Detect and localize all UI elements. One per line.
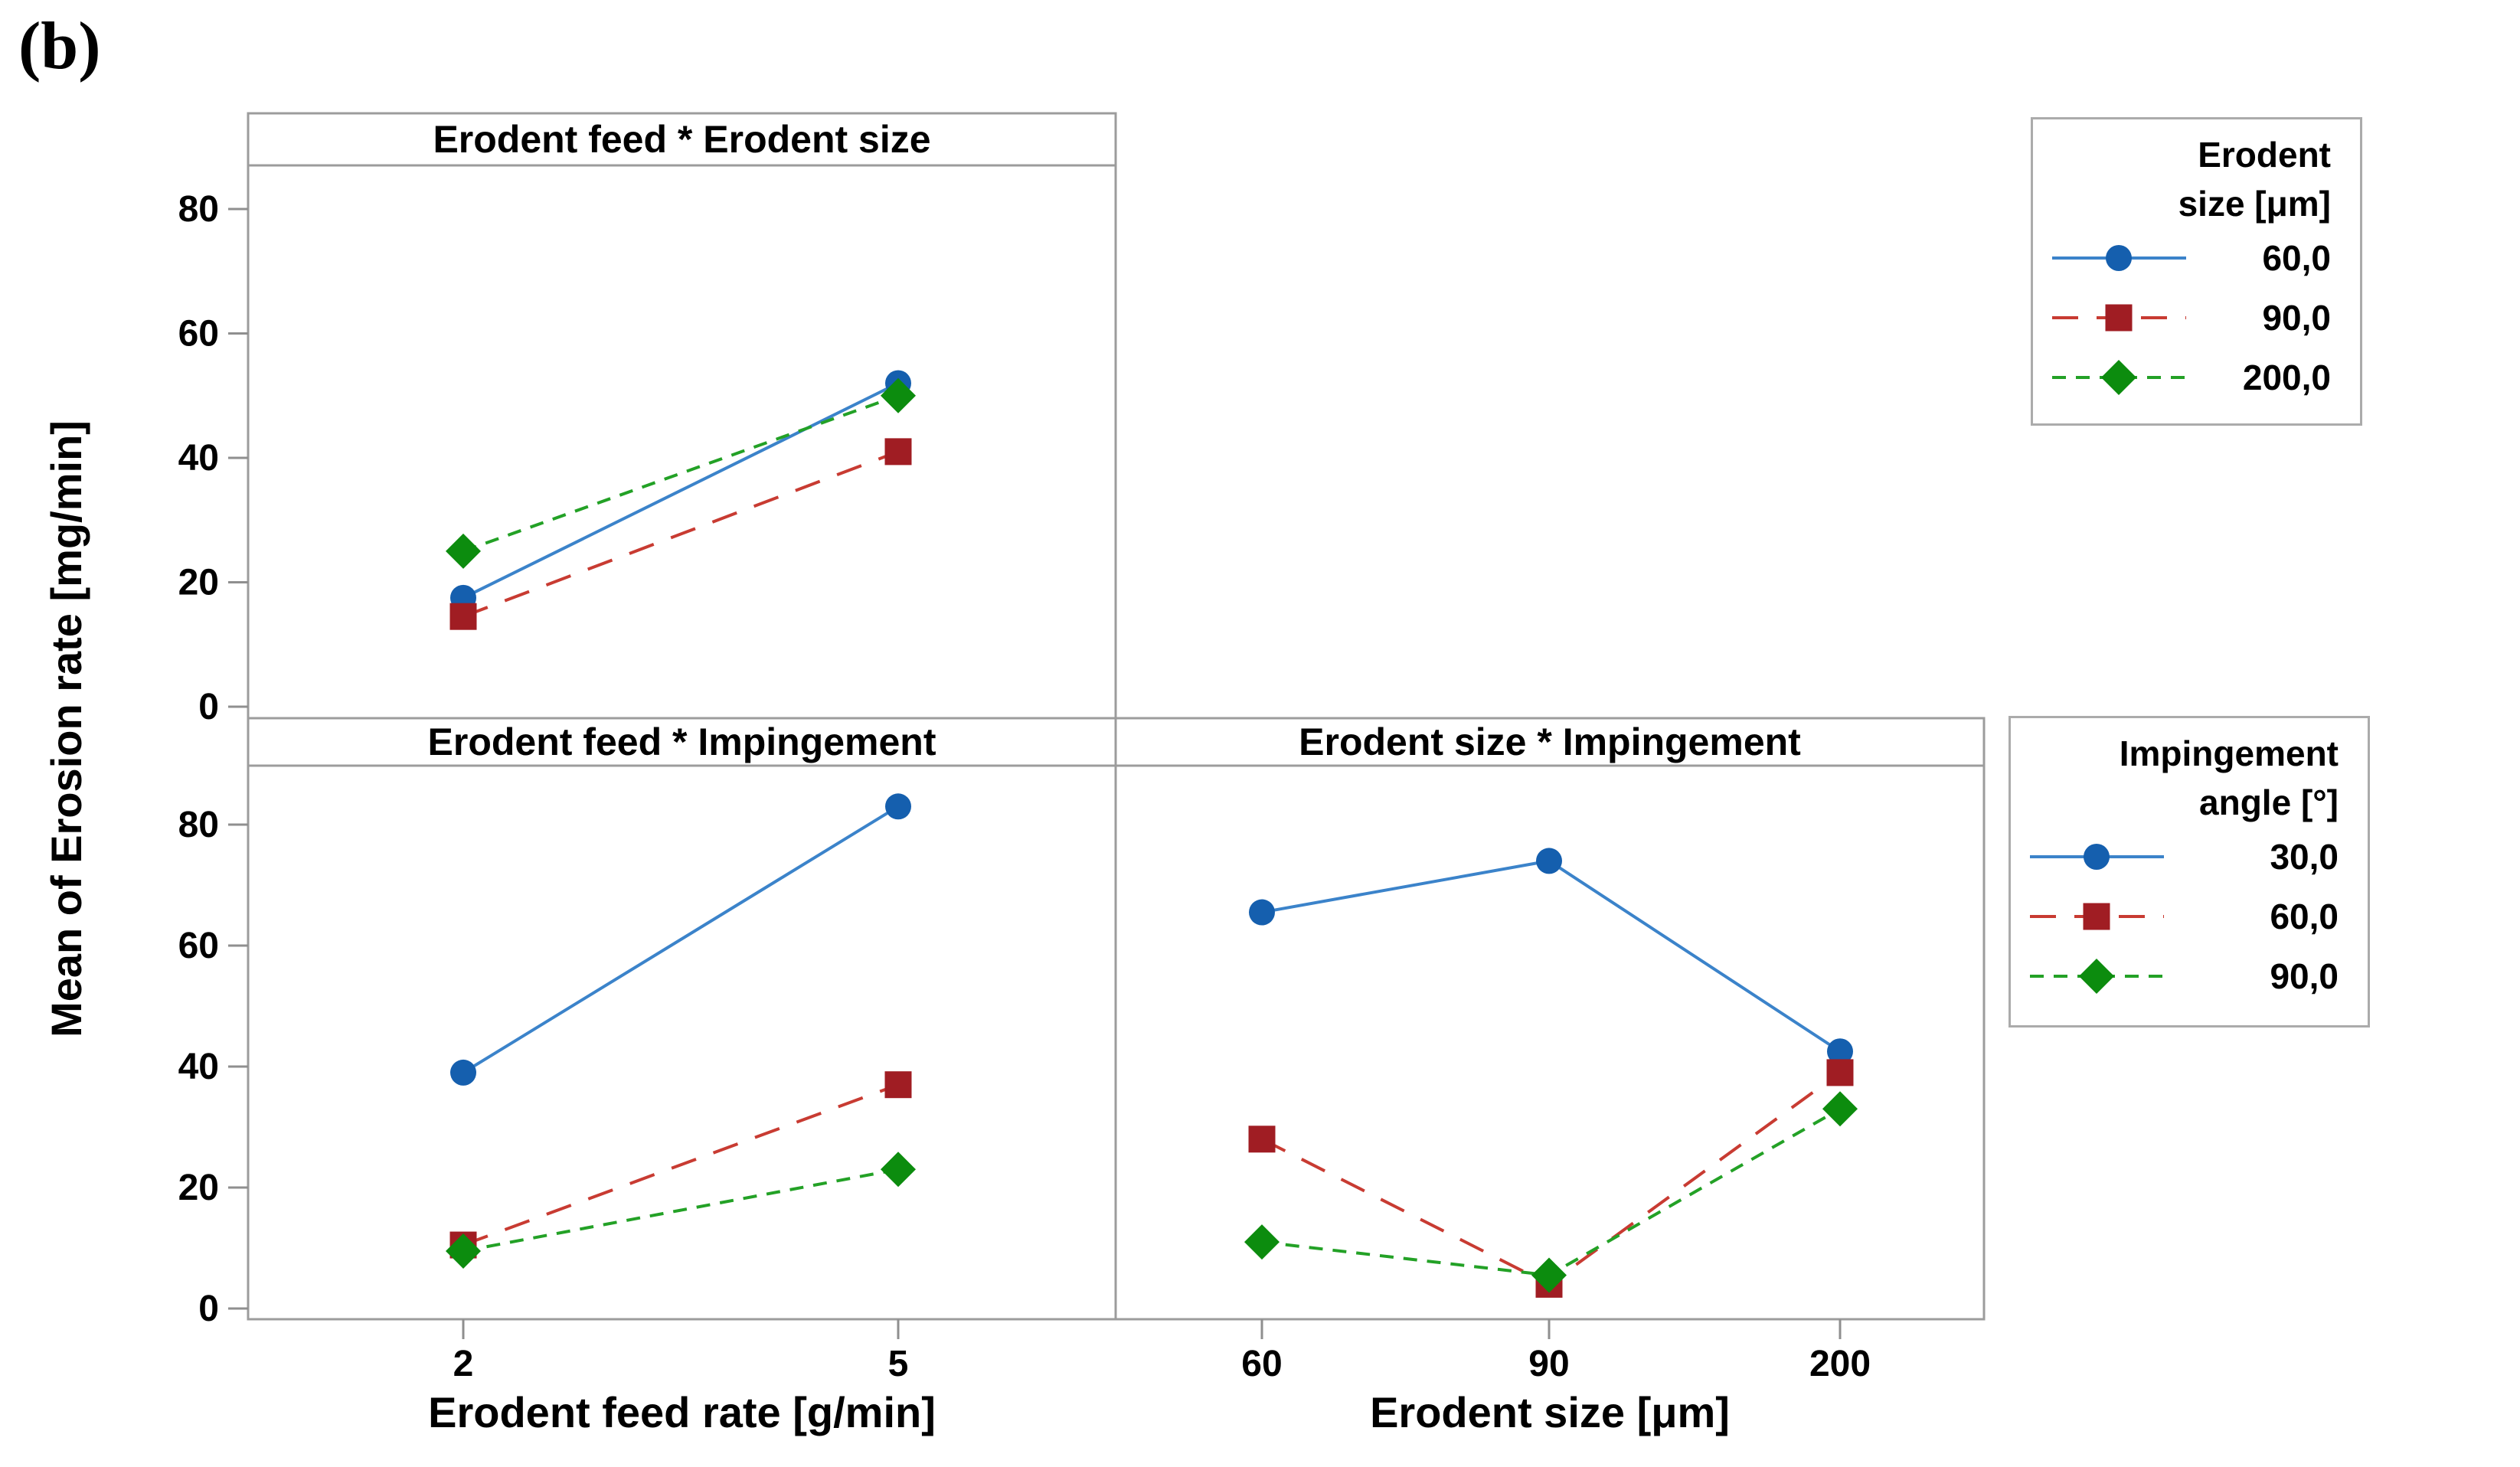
y-tick-label: 0 — [198, 1289, 219, 1329]
panel-feed-impingement: Erodent feed * Impingement 0 20 40 60 80 2 5Ero… — [178, 717, 1117, 1436]
y-tick-label: 20 — [178, 1168, 219, 1208]
panel-title: Erodent feed * Impingement — [428, 720, 936, 763]
panel-plot-area — [247, 164, 1117, 720]
series-marker-30-0 — [885, 793, 911, 820]
series-line-30-0 — [462, 805, 900, 1074]
series-marker-90-0 — [1822, 1091, 1858, 1127]
series-line-90-0 — [462, 450, 899, 619]
x-tick-label: 60 — [1241, 1344, 1282, 1384]
legend-sample-square — [2030, 903, 2164, 930]
legend-impingement-angle: Impingement angle [°] 30,0 60,0 90,0 — [2008, 716, 2370, 1028]
legend-sample-diamond — [2052, 360, 2186, 395]
series-marker-60-0 — [884, 1071, 912, 1099]
legend-entry: 60,0 — [2033, 228, 2360, 288]
legend-sample-marker — [2083, 903, 2110, 930]
legend-title: Impingement angle [°] — [2011, 729, 2368, 827]
panel-title: Erodent feed * Erodent size — [433, 118, 930, 161]
series-marker-200-0 — [446, 533, 481, 569]
series-marker-60-0 — [1248, 1126, 1276, 1153]
series-marker-30-0 — [1827, 1038, 1853, 1065]
series-marker-30-0 — [450, 1059, 476, 1086]
legend-sample-marker — [2084, 844, 2110, 870]
series-marker-30-0 — [1249, 899, 1275, 926]
x-axis-title: Erodent size [μm] — [1370, 1388, 1730, 1436]
figure-panel-label: (b) — [18, 9, 101, 83]
series-marker-30-0 — [1536, 848, 1562, 874]
legend-entry-label: 90,0 — [2270, 956, 2339, 996]
y-tick-label: 20 — [178, 563, 219, 603]
legend-sample-marker — [2105, 304, 2133, 332]
legend-sample-marker — [2101, 360, 2136, 395]
legend-entry: 90,0 — [2011, 946, 2368, 1006]
legend-sample-marker — [2106, 245, 2132, 271]
legend-title-line: size [μm] — [2178, 184, 2331, 224]
panel-title: Erodent size * Impingement — [1299, 720, 1801, 763]
legend-entry: 60,0 — [2011, 887, 2368, 946]
legend-title-line: Impingement — [2119, 734, 2339, 773]
legend-entry-label: 200,0 — [2242, 358, 2331, 397]
series-marker-200-0 — [881, 377, 916, 413]
y-axis-title: Mean of Erosion rate [mg/min] — [42, 420, 90, 1037]
series-line-60-0 — [462, 381, 899, 600]
series-line-90-0 — [462, 1168, 899, 1253]
series-line-60-0 — [462, 1083, 899, 1246]
y-tick-label: 80 — [178, 805, 219, 845]
x-tick-label: 200 — [1809, 1344, 1871, 1384]
y-tick-label: 0 — [198, 687, 219, 727]
series-marker-90-0 — [881, 1152, 916, 1188]
legend-entry-label: 30,0 — [2270, 837, 2339, 877]
panel-size-impingement: Erodent size * Impingement 60 90 200 Erodent… — [1114, 717, 1986, 1436]
series-line-200-0 — [462, 394, 899, 553]
legend-sample-circle — [2052, 245, 2186, 271]
series-marker-90-0 — [884, 438, 912, 466]
panel-header — [247, 717, 1117, 767]
legend-title-line: Erodent — [2198, 135, 2331, 175]
legend-entry: 200,0 — [2033, 348, 2360, 407]
panel-plot-area — [247, 764, 1117, 1321]
series-marker-90-0 — [446, 1233, 481, 1269]
legend-erodent-size: Erodent size [μm] 60,0 90,0 200,0 — [2031, 117, 2362, 426]
legend-sample-square — [2052, 304, 2186, 332]
y-tick-label: 80 — [178, 189, 219, 230]
x-tick-label: 5 — [888, 1344, 909, 1384]
series-marker-90-0 — [1244, 1224, 1280, 1260]
legend-entry-label: 90,0 — [2262, 298, 2331, 338]
legend-sample-marker — [2079, 959, 2114, 994]
series-marker-60-0 — [1826, 1059, 1854, 1086]
legend-title-line: angle [°] — [2199, 783, 2339, 822]
legend-sample-diamond — [2030, 959, 2164, 994]
legend-entry: 30,0 — [2011, 827, 2368, 887]
y-tick-label: 60 — [178, 314, 219, 354]
panel-header — [1114, 717, 1986, 767]
y-tick-label: 40 — [178, 438, 219, 479]
panel-feed-size: Erodent feed * Erodent size 0 20 40 60 80 — [178, 112, 1117, 727]
x-tick-label: 2 — [453, 1344, 474, 1384]
legend-entry-label: 60,0 — [2262, 238, 2331, 278]
legend-entry-label: 60,0 — [2270, 897, 2339, 936]
x-axis-title: Erodent feed rate [g/min] — [428, 1388, 936, 1436]
legend-entry: 90,0 — [2033, 288, 2360, 348]
y-tick-label: 40 — [178, 1047, 219, 1087]
series-marker-90-0 — [1531, 1257, 1567, 1293]
y-tick-label: 60 — [178, 926, 219, 966]
series-marker-90-0 — [449, 603, 477, 630]
legend-title: Erodent size [μm] — [2033, 130, 2360, 228]
x-tick-label: 90 — [1528, 1344, 1569, 1384]
legend-sample-circle — [2030, 844, 2164, 870]
